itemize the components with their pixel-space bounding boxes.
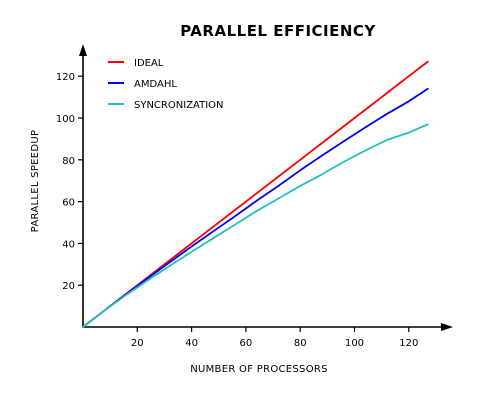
series-line-amdahl — [82, 87, 429, 328]
x-axis-label: Number of Processors — [190, 364, 328, 375]
chart-title: Parallel Efficiency — [180, 22, 376, 40]
series-line-syncronization — [82, 123, 429, 328]
x-tick-label: 60 — [240, 338, 253, 349]
x-tick-label: 80 — [294, 338, 307, 349]
y-tick-label: 60 — [62, 198, 75, 209]
x-tick-label: 40 — [185, 338, 198, 349]
legend-label-ideal: Ideal — [134, 58, 164, 69]
x-tick-label: 100 — [345, 338, 364, 349]
y-tick-label: 80 — [62, 156, 75, 167]
legend-label-amdahl: Amdahl — [134, 79, 177, 90]
y-tick-label: 20 — [62, 281, 75, 292]
y-ticks: 20 40 60 80 100 120 — [56, 72, 83, 292]
x-tick-label: 120 — [399, 338, 418, 349]
legend: Ideal Amdahl Syncronization — [108, 58, 224, 111]
y-axis-arrow — [79, 44, 87, 56]
y-tick-label: 120 — [56, 72, 75, 83]
x-axis-arrow — [441, 323, 453, 331]
y-tick-label: 100 — [56, 114, 75, 125]
series-lines — [82, 60, 429, 328]
x-ticks: 20 40 60 80 100 120 — [131, 327, 418, 349]
axes — [79, 44, 453, 331]
x-tick-label: 20 — [131, 338, 144, 349]
legend-label-syncronization: Syncronization — [134, 100, 224, 111]
y-axis-label: Parallel Speedup — [30, 130, 41, 233]
y-tick-label: 40 — [62, 239, 75, 250]
